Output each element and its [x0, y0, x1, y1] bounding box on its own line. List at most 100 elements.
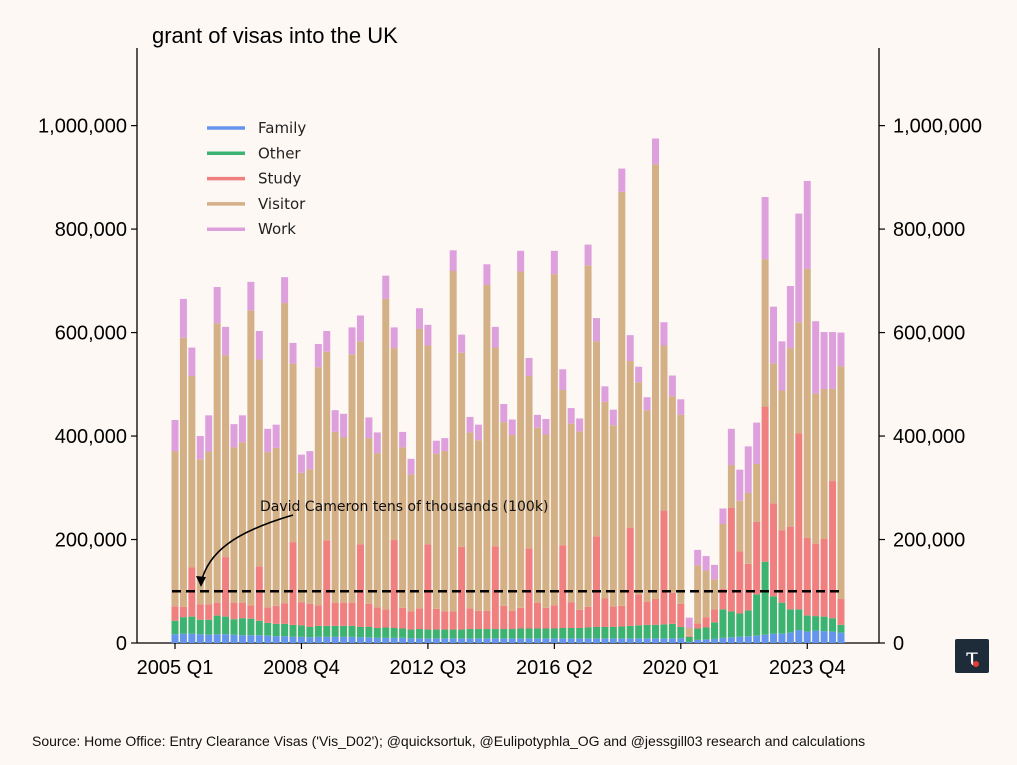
bar-segment-work: [727, 428, 735, 466]
bar-segment-visitor: [652, 164, 660, 600]
bar-segment-study: [230, 602, 238, 620]
bar-segment-visitor: [812, 393, 820, 544]
bar-segment-work: [829, 332, 837, 389]
bar-segment-work: [677, 399, 685, 415]
bar-segment-work: [399, 431, 407, 448]
bar-segment-other: [306, 626, 314, 638]
bar-segment-family: [778, 633, 786, 643]
bar-segment-other: [432, 629, 440, 639]
bar-segment-other: [761, 561, 769, 635]
bar-segment-other: [365, 626, 373, 638]
bar-segment-visitor: [584, 265, 592, 607]
bar-segment-family: [593, 638, 600, 643]
bar-segment-work: [795, 213, 803, 323]
bar-segment-other: [230, 619, 238, 635]
bar-segment-other: [323, 625, 331, 637]
bar-segment-study: [458, 546, 466, 630]
bar-segment-other: [711, 622, 719, 639]
bar-segment-family: [365, 637, 373, 643]
bar-segment-other: [213, 615, 221, 635]
bar-segment-work: [778, 341, 786, 391]
bar-segment-family: [668, 638, 676, 643]
bar-segment-other: [770, 596, 778, 634]
bar-segment-family: [474, 638, 482, 643]
bar-segment-visitor: [491, 347, 499, 547]
bar-segment-work: [390, 327, 398, 349]
bars: [171, 138, 845, 643]
bar-segment-family: [205, 634, 213, 643]
bar-segment-family: [188, 633, 196, 643]
bar-segment-study: [829, 481, 837, 619]
bar-segment-visitor: [576, 431, 584, 610]
bar-segment-study: [247, 605, 255, 619]
bar-segment-other: [491, 629, 499, 639]
bar-segment-other: [441, 629, 449, 639]
bar-segment-family: [761, 634, 769, 643]
bar-segment-study: [576, 609, 584, 628]
bar-segment-other: [340, 625, 348, 637]
bar-segment-family: [677, 638, 685, 643]
bar-segment-family: [264, 635, 272, 643]
bar-segment-study: [415, 608, 423, 630]
bar-segment-visitor: [567, 423, 575, 603]
bar-segment-visitor: [694, 565, 702, 624]
bar-segment-family: [618, 638, 626, 643]
bar-segment-study: [348, 602, 356, 626]
bar-segment-study: [668, 592, 676, 624]
bar-segment-family: [255, 635, 263, 643]
bar-segment-visitor: [668, 396, 676, 593]
x-tick-label: 2023 Q4: [769, 657, 846, 679]
bar-segment-study: [753, 521, 761, 595]
bar-segment-other: [348, 625, 356, 637]
bar-segment-study: [289, 542, 297, 625]
bar-segment-study: [179, 606, 187, 618]
bar-segment-work: [652, 138, 660, 165]
bar-segment-work: [458, 334, 466, 353]
annotation-arrowhead: [196, 576, 206, 587]
bar-segment-other: [576, 628, 584, 639]
bar-segment-study: [474, 610, 482, 630]
bar-segment-visitor: [702, 570, 710, 618]
bar-segment-study: [407, 611, 415, 630]
bar-segment-study: [727, 507, 735, 612]
bar-segment-other: [694, 628, 702, 640]
bar-segment-visitor: [601, 401, 609, 599]
bar-segment-study: [171, 606, 179, 621]
bar-segment-work: [660, 322, 668, 346]
bar-segment-family: [373, 637, 381, 643]
bar-segment-study: [306, 603, 314, 627]
bar-segment-study: [508, 610, 516, 630]
bar-segment-study: [593, 536, 600, 627]
bar-segment-study: [196, 604, 204, 620]
bar-segment-visitor: [626, 361, 634, 528]
bar-segment-study: [382, 609, 390, 628]
bar-segment-family: [340, 636, 348, 643]
bar-segment-work: [382, 275, 390, 299]
bar-segment-work: [584, 244, 592, 266]
bar-segment-work: [213, 287, 221, 324]
bar-segment-work: [567, 408, 575, 424]
bar-segment-visitor: [196, 459, 204, 605]
annotation-arrow: [200, 514, 294, 584]
bar-segment-family: [601, 638, 609, 643]
bar-segment-family: [196, 634, 204, 643]
bar-segment-work: [323, 331, 331, 352]
bar-segment-other: [533, 628, 541, 639]
bar-segment-visitor: [803, 268, 811, 538]
bar-segment-study: [643, 601, 651, 625]
y-tick-label-right: 0: [893, 633, 904, 655]
bar-segment-work: [812, 321, 820, 394]
y-tick-label-right: 200,000: [893, 530, 965, 552]
bar-segment-visitor: [525, 376, 533, 549]
bar-segment-study: [770, 503, 778, 597]
bar-segment-study: [609, 606, 617, 627]
bar-segment-work: [331, 410, 339, 432]
bar-segment-visitor: [770, 363, 778, 504]
bar-segment-work: [348, 327, 356, 355]
bar-segment-family: [466, 638, 474, 643]
bar-segment-other: [677, 626, 685, 639]
bar-segment-family: [458, 638, 466, 643]
bar-segment-family: [306, 637, 314, 643]
bar-segment-family: [702, 639, 710, 643]
bar-segment-study: [803, 537, 811, 616]
